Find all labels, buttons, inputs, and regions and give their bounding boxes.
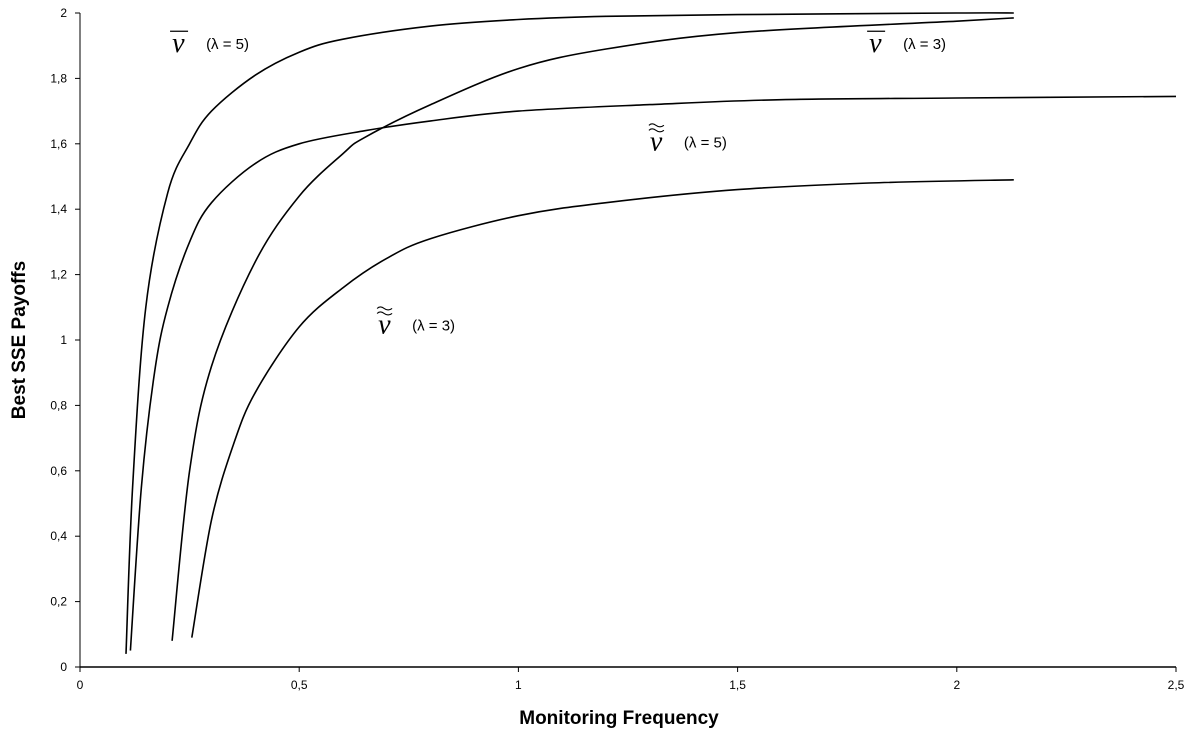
series-label-3: v (λ = 3) [376,306,455,340]
series-symbol: v [869,28,882,59]
x-tick-label: 1 [515,678,522,692]
tilde-accent [376,311,393,316]
series-labels: v (λ = 5) v (λ = 3) v (λ = 5) v (λ = 3) [170,28,946,340]
x-axis-title: Monitoring Frequency [519,708,719,729]
series-symbol: v [650,126,663,157]
x-tick-label: 1,5 [729,678,746,692]
series-line-0 [125,12,1014,654]
y-tick-label: 0,4 [50,529,67,543]
y-tick-label: 1 [60,333,67,347]
series-line-2 [129,95,1177,651]
lambda-label: (λ = 5) [684,134,727,151]
axes [75,12,1177,672]
tilde-accent [376,306,393,311]
lambda-label: (λ = 5) [206,36,249,53]
series-label-1: v (λ = 3) [867,28,946,59]
y-tick-label: 1,8 [50,71,67,85]
series-label-2: v (λ = 5) [648,123,727,157]
x-tick-label: 2 [953,678,960,692]
y-tick-label: 0,8 [50,398,67,412]
series-line-1 [171,17,1014,641]
tick-labels: 0 0,2 0,4 0,6 0,8 1 1,2 1,4 1,6 1,8 2 0 0,5 1 1,5 2 2,5 [50,6,1184,692]
y-axis-title: Best SSE Payoffs [9,261,30,419]
y-tick-label: 1,4 [50,202,67,216]
series-lines [125,12,1177,654]
series-line-3 [191,179,1014,638]
series-label-0: v (λ = 5) [170,28,249,59]
x-tick-label: 0 [77,678,84,692]
x-tick-label: 0,5 [291,678,308,692]
series-symbol: v [172,28,185,59]
y-tick-label: 1,6 [50,137,67,151]
tilde-accent [648,128,665,133]
y-tick-label: 1,2 [50,268,67,282]
lambda-label: (λ = 3) [903,36,946,53]
x-tick-label: 2,5 [1168,678,1185,692]
lambda-label: (λ = 3) [412,317,455,334]
y-tick-label: 0 [60,660,67,674]
series-symbol: v [378,309,391,340]
tilde-accent [648,123,665,128]
y-tick-label: 0,6 [50,464,67,478]
y-tick-label: 0,2 [50,595,67,609]
y-tick-label: 2 [60,6,67,20]
